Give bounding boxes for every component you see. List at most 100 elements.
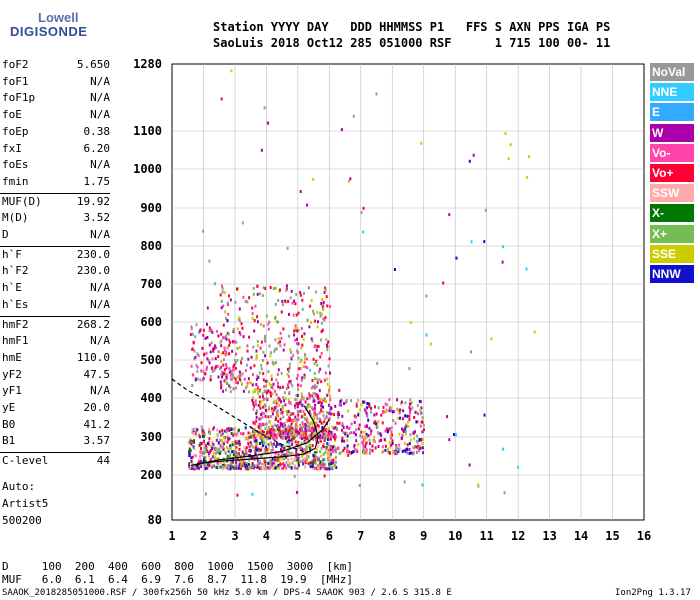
echo-point xyxy=(335,455,337,459)
echo-point xyxy=(259,432,262,436)
echo-point xyxy=(297,463,300,467)
echo-point xyxy=(217,457,220,461)
echo-point xyxy=(269,442,272,445)
echo-point xyxy=(260,454,263,458)
echo-point xyxy=(346,444,349,448)
echo-point xyxy=(202,435,205,438)
echo-point xyxy=(408,451,411,455)
echo-point xyxy=(353,414,356,418)
echo-point xyxy=(204,492,207,496)
echo-point xyxy=(288,461,291,465)
echo-point xyxy=(318,417,321,421)
echo-point xyxy=(329,432,331,436)
echo-point xyxy=(204,459,207,463)
echo-point xyxy=(260,400,263,404)
param-value: N/A xyxy=(90,108,110,122)
echo-point xyxy=(415,420,418,424)
echo-point xyxy=(316,310,319,314)
echo-point xyxy=(211,464,214,468)
echo-point xyxy=(325,295,328,299)
echo-point xyxy=(219,461,222,465)
echo-point xyxy=(317,444,320,448)
echo-point xyxy=(224,353,227,357)
echo-point xyxy=(239,379,242,383)
echo-point xyxy=(301,454,304,458)
echo-point xyxy=(207,359,210,362)
echo-point xyxy=(371,444,374,448)
param-row-hf: h`F 230.0 xyxy=(2,248,110,264)
echo-point xyxy=(348,431,351,435)
echo-point xyxy=(317,401,320,405)
echo-point xyxy=(278,404,281,407)
echo-point xyxy=(253,319,256,323)
echo-point xyxy=(289,348,292,351)
y-tick-label: 400 xyxy=(140,391,162,405)
echo-point xyxy=(228,294,230,298)
echo-point xyxy=(268,435,270,439)
echo-point xyxy=(291,452,294,456)
echo-point xyxy=(264,466,267,470)
echo-point xyxy=(246,436,249,440)
echo-point xyxy=(341,414,344,418)
echo-point xyxy=(290,457,293,461)
param-separator xyxy=(0,245,110,247)
echo-point xyxy=(314,344,317,348)
echo-point xyxy=(483,240,486,244)
echo-point xyxy=(300,446,303,450)
echo-point xyxy=(231,459,234,463)
echo-point xyxy=(229,455,231,459)
echo-point xyxy=(241,356,244,360)
echo-point xyxy=(326,442,329,446)
echo-point xyxy=(243,453,246,457)
echo-point xyxy=(249,381,251,385)
echo-point xyxy=(197,354,200,358)
echo-point xyxy=(325,338,328,341)
param-row-fof2: foF2 5.650 xyxy=(2,58,110,74)
echo-point xyxy=(203,352,206,356)
echo-point xyxy=(261,444,264,448)
echo-point xyxy=(248,335,251,339)
echo-point xyxy=(318,400,321,404)
echo-point xyxy=(319,397,322,401)
echo-point xyxy=(293,329,296,333)
echo-point xyxy=(311,426,314,430)
echo-point xyxy=(188,453,191,457)
legend-item-sse: SSE xyxy=(650,244,694,263)
echo-point xyxy=(291,443,294,447)
echo-point xyxy=(211,441,214,445)
echo-point xyxy=(329,371,331,375)
param-row-hf2: h`F2 230.0 xyxy=(2,264,110,280)
param-value: N/A xyxy=(90,228,110,241)
echo-point xyxy=(328,417,331,421)
echo-point xyxy=(337,446,340,450)
echo-point xyxy=(326,348,329,352)
echo-point xyxy=(231,465,234,469)
echo-point xyxy=(301,422,304,426)
echo-point xyxy=(272,401,275,404)
echo-point xyxy=(326,382,329,386)
echo-point xyxy=(390,430,393,434)
echo-point xyxy=(322,452,325,456)
echo-point xyxy=(222,447,225,451)
echo-point xyxy=(275,347,278,351)
echo-point xyxy=(264,435,267,439)
echo-point xyxy=(300,358,303,362)
echo-point xyxy=(245,436,248,440)
echo-point xyxy=(277,337,280,340)
echo-point xyxy=(302,459,304,463)
echo-point xyxy=(345,450,348,454)
echo-point xyxy=(344,400,347,404)
echo-point xyxy=(269,432,272,435)
echo-point xyxy=(269,459,272,463)
echo-point xyxy=(238,466,241,470)
echo-point xyxy=(407,425,410,428)
echo-point xyxy=(291,461,294,465)
echo-point xyxy=(285,300,288,304)
echo-point xyxy=(204,336,207,340)
echo-point xyxy=(361,435,364,439)
echo-point xyxy=(311,423,314,426)
echo-point xyxy=(208,361,211,365)
header-row-2: SaoLuis 2018 Oct12 285 051000 RSF 1 715 … xyxy=(213,36,611,50)
echo-point xyxy=(190,456,193,460)
echo-point xyxy=(294,423,297,427)
